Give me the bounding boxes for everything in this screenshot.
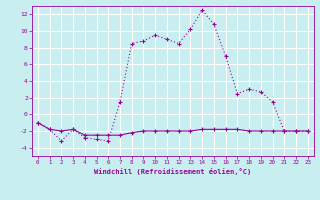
X-axis label: Windchill (Refroidissement éolien,°C): Windchill (Refroidissement éolien,°C) [94, 168, 252, 175]
